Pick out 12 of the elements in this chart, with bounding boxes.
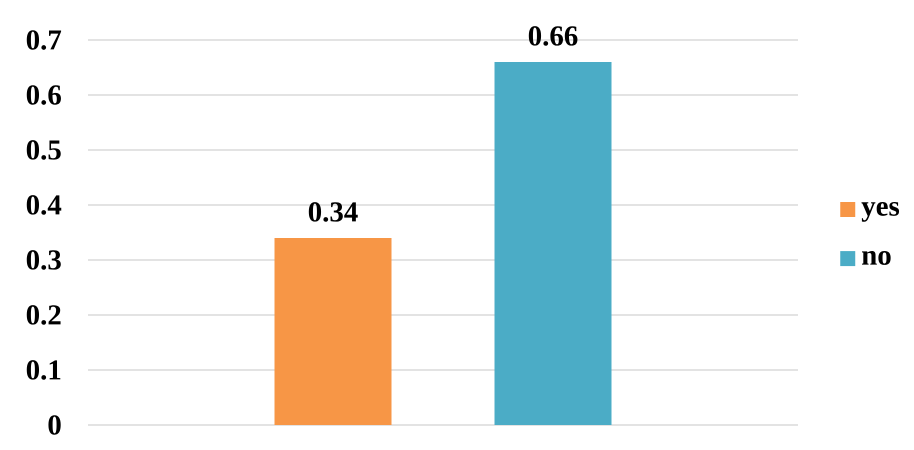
y-tick-label: 0.1 bbox=[26, 360, 60, 380]
y-tick-label: 0.6 bbox=[26, 85, 61, 105]
data-label: 0.34 bbox=[308, 202, 358, 222]
legend-label: no bbox=[862, 251, 891, 265]
y-tick-label: 0.5 bbox=[26, 140, 61, 160]
y-tick-label: 0.7 bbox=[26, 30, 62, 50]
y-tick-label: 0.4 bbox=[26, 195, 62, 215]
y-tick-label: 0.2 bbox=[26, 305, 61, 325]
y-tick-label: 0 bbox=[48, 415, 61, 435]
data-label: 0.66 bbox=[528, 26, 578, 46]
y-tick-label: 0.3 bbox=[26, 250, 61, 270]
legend-label: yes bbox=[862, 202, 900, 222]
